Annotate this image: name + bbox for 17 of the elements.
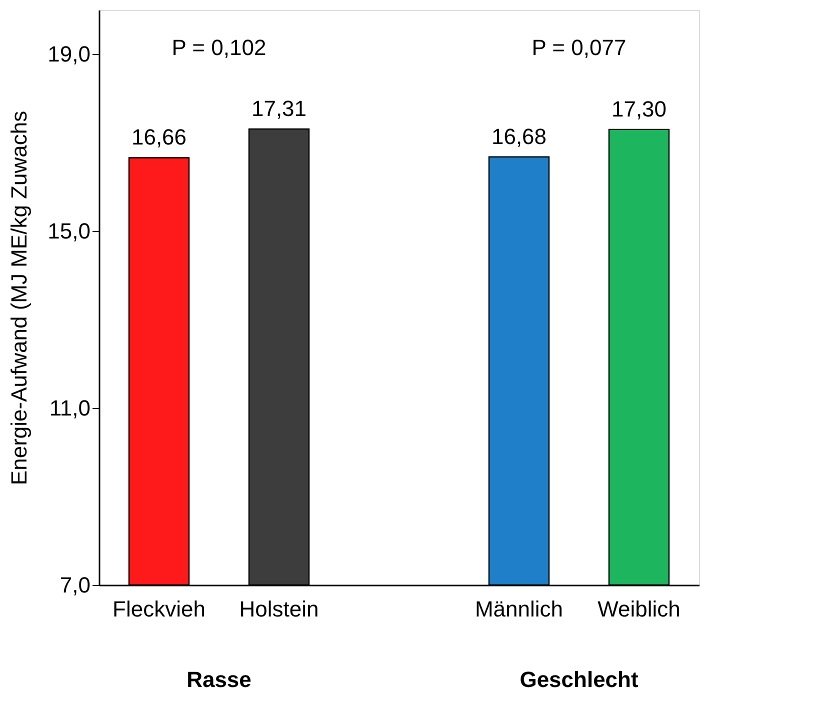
- x-tick-label: Fleckvieh: [112, 596, 206, 622]
- y-axis-title: Energie-Aufwand (MJ ME/kg Zuwachs: [6, 110, 32, 486]
- y-tick-label: 7,0: [60, 572, 90, 598]
- data-label: 17,30: [611, 96, 667, 122]
- y-tick-label: 15,0: [48, 218, 90, 244]
- data-label: 16,66: [131, 124, 187, 150]
- x-tick-label: Männlich: [474, 596, 564, 622]
- data-label: 17,31: [251, 96, 307, 121]
- data-label: 16,68: [491, 124, 547, 149]
- text: Rasse: [186, 667, 252, 692]
- text: Geschlecht: [520, 667, 639, 692]
- y-tick-label: 11,0: [49, 396, 90, 421]
- annotation: P = 0,102: [172, 35, 266, 60]
- x-tick-label: Holstein: [239, 596, 319, 622]
- y-tick-label: 19,0: [48, 42, 90, 67]
- annotation: P = 0,077: [532, 35, 626, 60]
- x-tick-label: Weiblich: [598, 596, 680, 622]
